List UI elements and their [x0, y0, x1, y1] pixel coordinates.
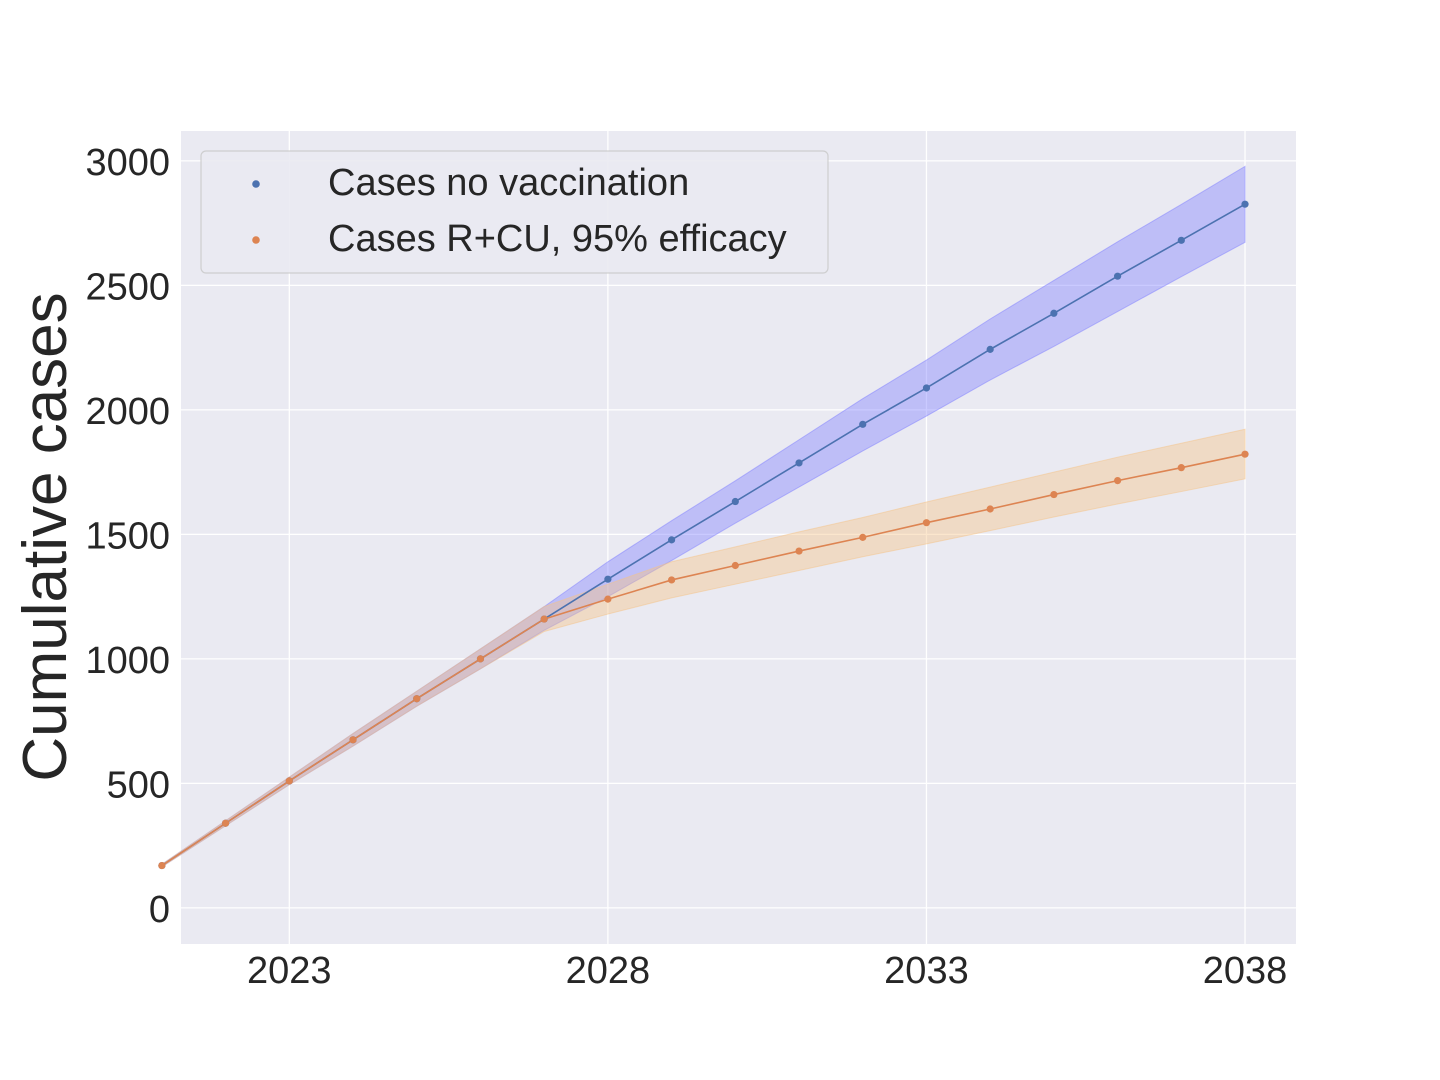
confidence-band-1 — [161, 428, 1246, 868]
y-axis-ticks: 0 500 1000 1500 2000 2500 3000 — [85, 142, 170, 931]
data-point-0 — [731, 497, 739, 506]
y-tick-label: 0 — [149, 889, 170, 931]
data-point-1 — [285, 777, 293, 785]
data-point-0 — [1050, 309, 1058, 317]
data-point-0 — [604, 575, 612, 583]
y-tick-label: 500 — [107, 764, 170, 806]
data-point-1 — [1114, 477, 1122, 485]
x-tick-label: 2038 — [1203, 950, 1288, 992]
x-tick-label: 2023 — [247, 950, 332, 992]
data-point-1 — [859, 533, 867, 541]
y-tick-label: 1500 — [85, 515, 170, 557]
data-point-1 — [222, 819, 230, 827]
legend-marker-no-vaccination — [252, 180, 260, 188]
data-point-1 — [540, 615, 548, 623]
x-tick-label: 2028 — [566, 950, 651, 992]
x-tick-label: 2033 — [884, 950, 969, 992]
y-tick-label: 2500 — [85, 266, 170, 308]
y-tick-label: 3000 — [85, 142, 170, 184]
series-points — [158, 200, 1249, 870]
data-point-0 — [1114, 272, 1122, 280]
legend-box — [200, 150, 829, 274]
data-point-1 — [731, 561, 739, 570]
series-line-1 — [161, 453, 1246, 867]
data-point-1 — [476, 655, 485, 663]
data-point-1 — [349, 736, 357, 744]
legend-marker-rcu-vaccination — [252, 236, 260, 244]
data-point-1 — [986, 505, 994, 513]
data-point-0 — [922, 384, 931, 392]
series-lines — [161, 203, 1246, 867]
confidence-bands — [161, 165, 1246, 868]
data-point-1 — [1241, 450, 1249, 458]
data-point-0 — [986, 345, 994, 353]
data-point-1 — [1177, 464, 1185, 472]
legend-label-no-vaccination: Cases no vaccination — [328, 162, 689, 204]
data-point-0 — [795, 459, 803, 467]
legend-label-rcu-vaccination: Cases R+CU, 95% efficacy — [328, 218, 787, 260]
data-point-0 — [1241, 200, 1249, 208]
data-point-1 — [795, 547, 803, 555]
legend[interactable]: Cases no vaccination Cases R+CU, 95% eff… — [200, 150, 829, 274]
y-tick-label: 2000 — [85, 391, 170, 433]
data-point-1 — [1050, 490, 1058, 499]
data-point-1 — [158, 861, 166, 870]
data-point-0 — [859, 420, 867, 428]
x-axis-ticks: 2023 2028 2033 2038 — [247, 950, 1287, 992]
data-point-1 — [604, 595, 612, 603]
y-tick-label: 1000 — [85, 640, 170, 682]
y-axis-title: Cumulative cases — [11, 292, 80, 781]
data-point-0 — [668, 536, 676, 544]
data-point-0 — [1177, 236, 1185, 244]
data-point-1 — [413, 695, 421, 703]
data-point-1 — [922, 519, 931, 527]
data-point-1 — [668, 576, 676, 584]
